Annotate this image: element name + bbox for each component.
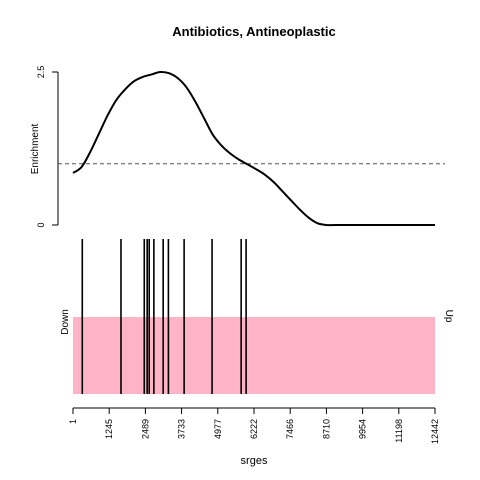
x-ticks: 1 1245 2489 3733 4977 6222 7466 8710 9954 11198 12… <box>68 408 440 444</box>
hit-lines <box>81 239 247 394</box>
x-tick-label: 3733 <box>177 419 187 439</box>
x-tick-label: 12442 <box>430 419 440 444</box>
x-tick-label: 9954 <box>358 419 368 439</box>
x-tick-label: 2489 <box>140 419 150 439</box>
y-tick-label-bottom: 0 <box>36 222 46 227</box>
barcode-band <box>73 317 435 394</box>
enrichment-curve <box>72 70 435 227</box>
enrichment-y-axis: 2.5 0 Enrichment <box>30 66 59 228</box>
x-tick-label: 6222 <box>249 419 259 439</box>
x-tick-label: 1 <box>68 419 78 424</box>
up-label: Up <box>443 310 454 323</box>
x-tick-label: 7466 <box>285 419 295 439</box>
down-label: Down <box>60 309 71 335</box>
x-tick-label: 1245 <box>104 419 114 439</box>
chart-title: Antibiotics, Antineoplastic <box>172 24 335 39</box>
y-tick-label-top: 2.5 <box>36 66 46 79</box>
x-axis-label: srges <box>241 455 268 467</box>
x-tick-label: 4977 <box>213 419 223 439</box>
y-axis-label: Enrichment <box>30 123 41 174</box>
x-tick-label: 8710 <box>321 419 331 439</box>
x-tick-label: 11198 <box>394 419 404 443</box>
